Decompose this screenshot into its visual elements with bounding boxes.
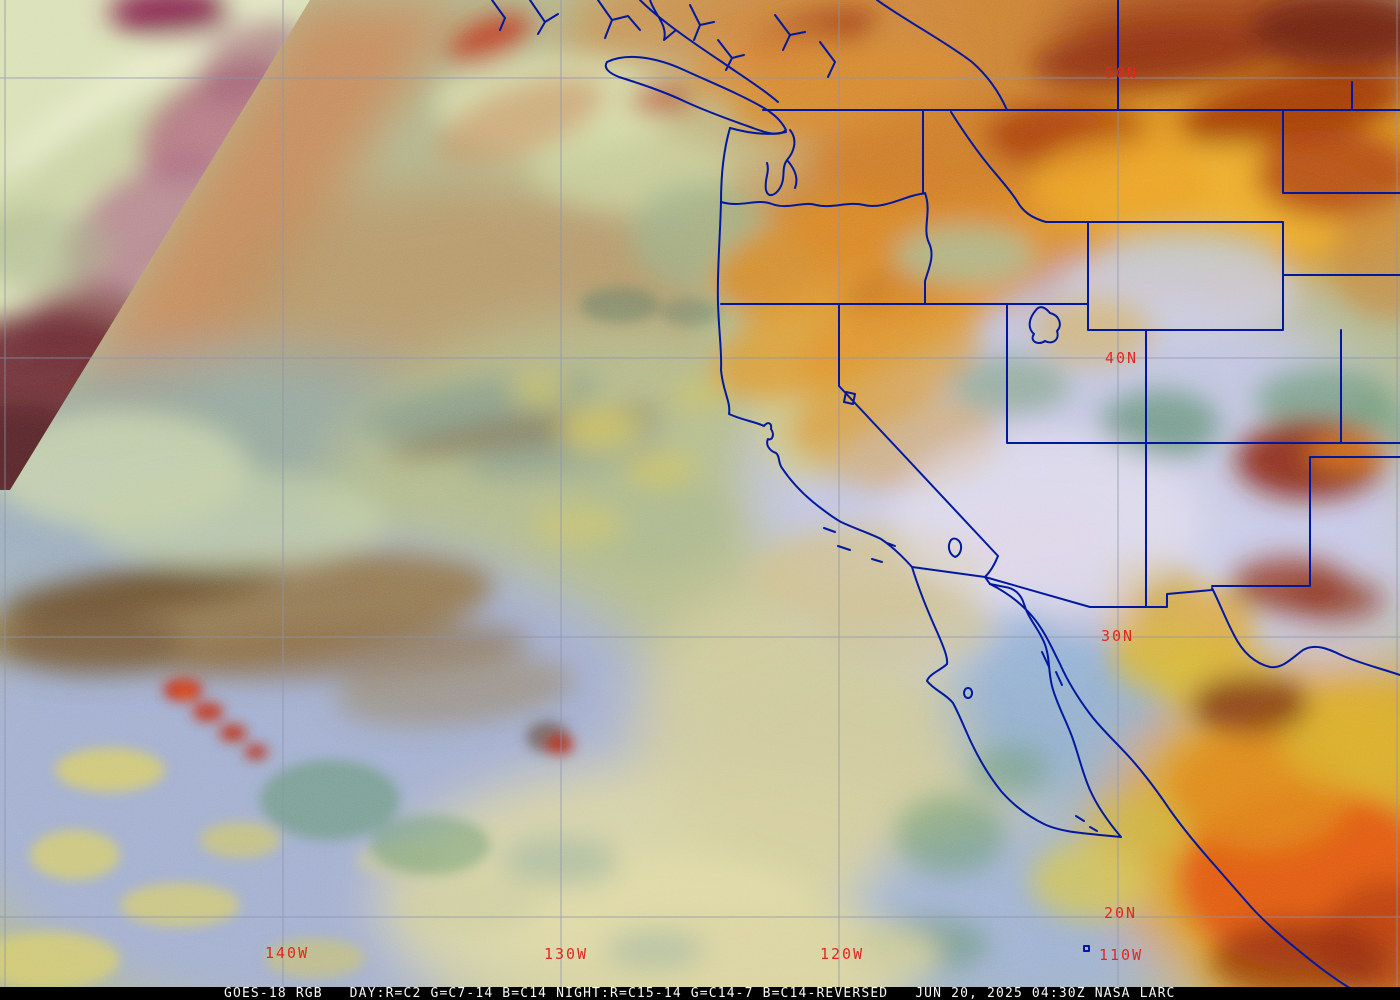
status-bar: GOES-18 RGB DAY:R=C2 G=C7-14 B=C14 NIGHT… [0, 987, 1400, 1000]
status-bar-text: GOES-18 RGB DAY:R=C2 G=C7-14 B=C14 NIGHT… [224, 986, 1176, 1000]
lon-label-130w: 130W [544, 945, 589, 963]
lat-label-20n: 20N [1104, 904, 1138, 922]
lat-label-30n: 30N [1101, 627, 1135, 645]
coastline-and-borders-overlay [491, 0, 1400, 1000]
lat-label-50n: 50N [1105, 64, 1139, 82]
lon-label-140w: 140W [265, 944, 310, 962]
lon-label-120w: 120W [820, 945, 865, 963]
lon-label-110w: 110W [1099, 946, 1144, 964]
lat-label-40n: 40N [1105, 349, 1139, 367]
